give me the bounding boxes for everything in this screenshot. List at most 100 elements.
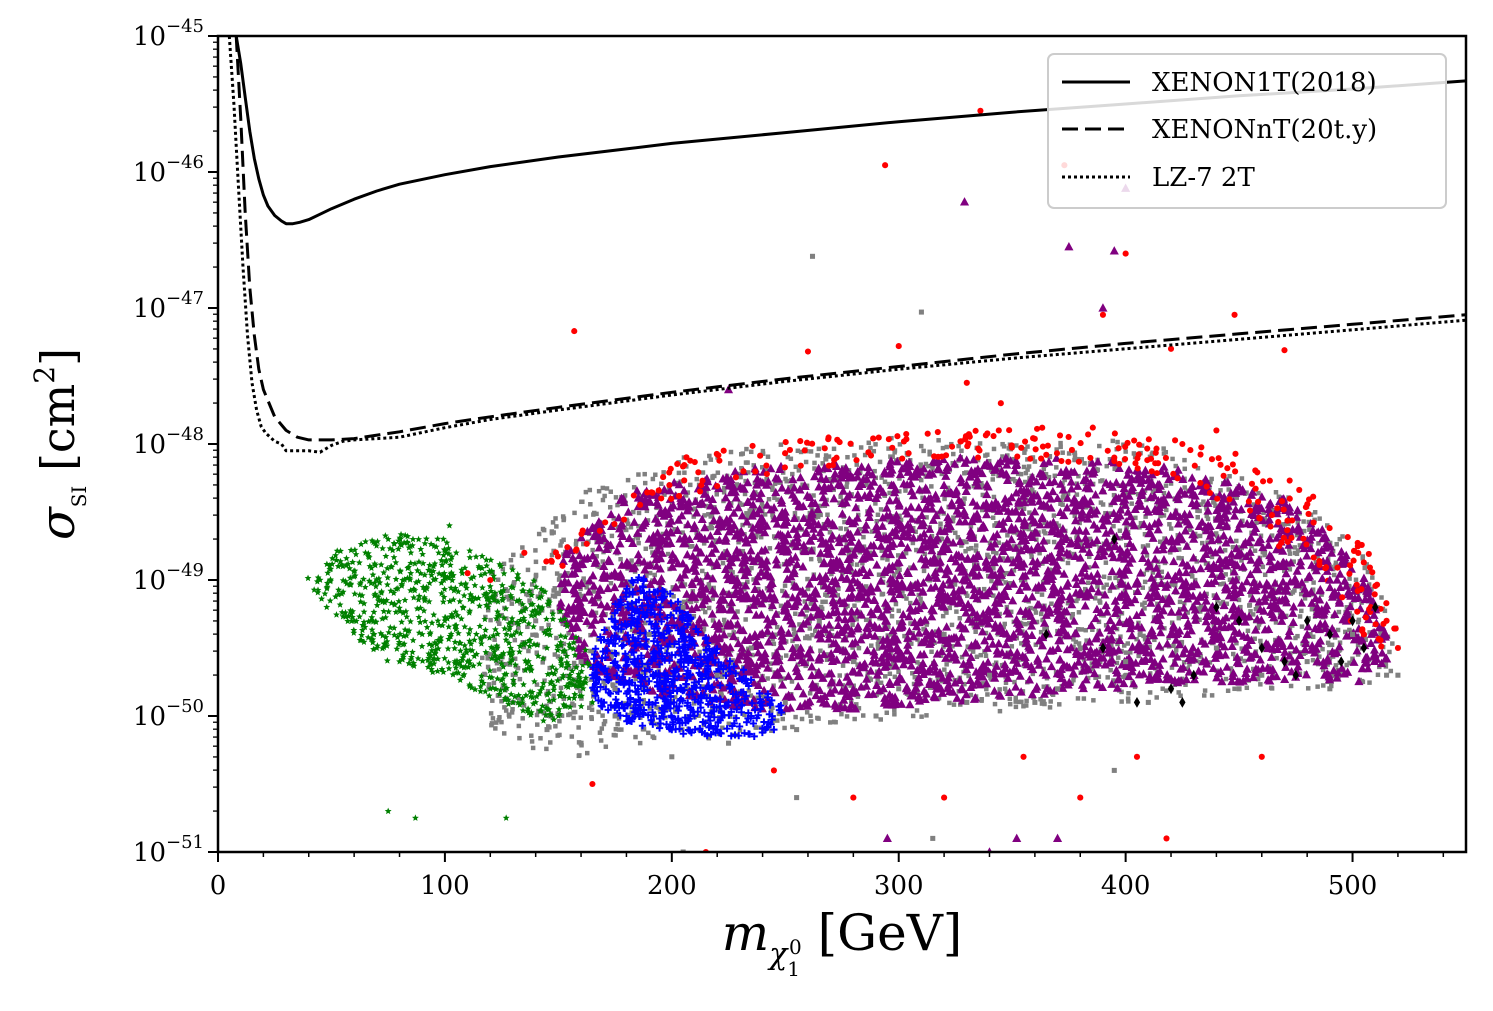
scatter-point-square — [1009, 644, 1015, 649]
scatter-point-square — [1126, 691, 1131, 696]
scatter-point-triangle — [914, 502, 924, 512]
scatter-point-square — [823, 599, 828, 605]
scatter-point-triangle — [876, 541, 886, 550]
scatter-point-triangle — [882, 616, 892, 625]
scatter-point-triangle — [969, 590, 979, 600]
scatter-point-square — [1255, 625, 1261, 631]
scatter-point-triangle — [1168, 574, 1178, 584]
scatter-point-triangle — [837, 572, 847, 582]
scatter-point-square — [968, 524, 974, 529]
scatter-point-square — [561, 696, 567, 702]
scatter-point-square — [988, 468, 994, 473]
scatter-point-square — [1125, 641, 1131, 646]
scatter-point-triangle — [1071, 579, 1082, 589]
scatter-point-triangle — [712, 639, 722, 648]
scatter-point-square — [1013, 699, 1018, 704]
scatter-point-square — [1143, 514, 1148, 519]
scatter-point-square — [1320, 667, 1326, 673]
scatter-point-triangle — [1136, 501, 1146, 510]
scatter-point-square — [541, 565, 547, 571]
scatter-point-square — [725, 668, 730, 673]
scatter-point-square — [633, 676, 638, 682]
scatter-point-square — [527, 598, 532, 603]
scatter-point-square — [829, 626, 835, 632]
scatter-point-triangle — [1053, 606, 1063, 615]
scatter-point-triangle — [815, 694, 826, 703]
scatter-point-triangle — [1039, 689, 1049, 698]
scatter-point-triangle — [985, 631, 995, 641]
scatter-point-square — [1221, 581, 1226, 586]
scatter-point-square — [1095, 584, 1100, 589]
scatter-point-square — [971, 483, 977, 489]
scatter-point-square — [730, 570, 735, 575]
scatter-point-square — [1097, 600, 1103, 605]
scatter-point-square — [889, 632, 894, 637]
scatter-point-triangle — [908, 690, 919, 700]
scatter-point-square — [770, 636, 775, 642]
scatter-point-square — [772, 481, 778, 487]
scatter-point-square — [764, 586, 770, 591]
scatter-point-square — [1051, 513, 1057, 518]
scatter-point-triangle — [1215, 621, 1225, 631]
scatter-point-square — [509, 710, 515, 715]
scatter-point-triangle — [1228, 497, 1239, 506]
scatter-point-triangle — [712, 560, 722, 569]
scatter-layer — [304, 107, 1401, 852]
scatter-point-triangle — [1366, 629, 1377, 638]
scatter-point-square — [600, 497, 606, 503]
scatter-point-square — [932, 640, 937, 645]
scatter-point-triangle — [982, 679, 992, 688]
scatter-point-triangle — [885, 496, 895, 505]
scatter-point-triangle — [858, 662, 868, 671]
scatter-point-triangle — [742, 497, 753, 506]
scatter-point-square — [742, 712, 747, 718]
scatter-point-square — [1019, 504, 1024, 510]
scatter-point-square — [1287, 547, 1292, 552]
scatter-point-square — [1223, 676, 1229, 682]
scatter-point-square — [1197, 609, 1203, 614]
scatter-point-square — [1199, 540, 1205, 546]
scatter-point-square — [768, 661, 773, 666]
scatter-point-triangle — [781, 589, 791, 598]
scatter-point-square — [1256, 490, 1261, 496]
scatter-point-triangle — [996, 564, 1006, 573]
scatter-point-square — [555, 654, 561, 659]
scatter-point-triangle — [712, 526, 723, 535]
scatter-point-square — [888, 454, 893, 459]
scatter-point-triangle — [956, 473, 966, 483]
scatter-point-triangle — [922, 503, 933, 513]
scatter-point-triangle — [1197, 486, 1207, 495]
scatter-point-triangle — [1057, 592, 1067, 601]
scatter-point-square — [1268, 685, 1274, 691]
scatter-point-square — [509, 564, 515, 570]
scatter-point-square — [1239, 558, 1244, 563]
scatter-point-square — [607, 505, 613, 510]
scatter-point-square — [890, 661, 896, 666]
scatter-point-triangle — [556, 578, 566, 588]
scatter-point-square — [1227, 577, 1233, 582]
scatter-point-square — [992, 701, 998, 707]
scatter-point-square — [700, 470, 706, 475]
scatter-point-triangle — [866, 607, 876, 616]
scatter-point-square — [609, 655, 614, 660]
scatter-point-square — [1360, 556, 1365, 561]
scatter-point-square — [708, 457, 714, 462]
scatter-point-square — [661, 470, 666, 475]
scatter-point-triangle — [1025, 566, 1035, 575]
scatter-point-square — [1208, 479, 1213, 485]
scatter-point-triangle — [772, 519, 782, 528]
scatter-point-triangle — [825, 629, 835, 638]
scatter-point-triangle — [699, 489, 709, 498]
scatter-point-triangle — [1227, 641, 1237, 651]
scatter-point-square — [608, 580, 614, 586]
scatter-point-square — [499, 699, 504, 704]
scatter-point-square — [588, 677, 594, 682]
scatter-point-square — [517, 676, 523, 682]
scatter-point-square — [770, 512, 775, 518]
scatter-point-triangle — [1340, 576, 1350, 585]
scatter-point-triangle — [1193, 646, 1203, 655]
scatter-point-square — [1101, 585, 1106, 590]
scatter-point-square — [1119, 699, 1124, 704]
scatter-point-square — [1169, 665, 1175, 670]
scatter-point-square — [503, 661, 509, 667]
